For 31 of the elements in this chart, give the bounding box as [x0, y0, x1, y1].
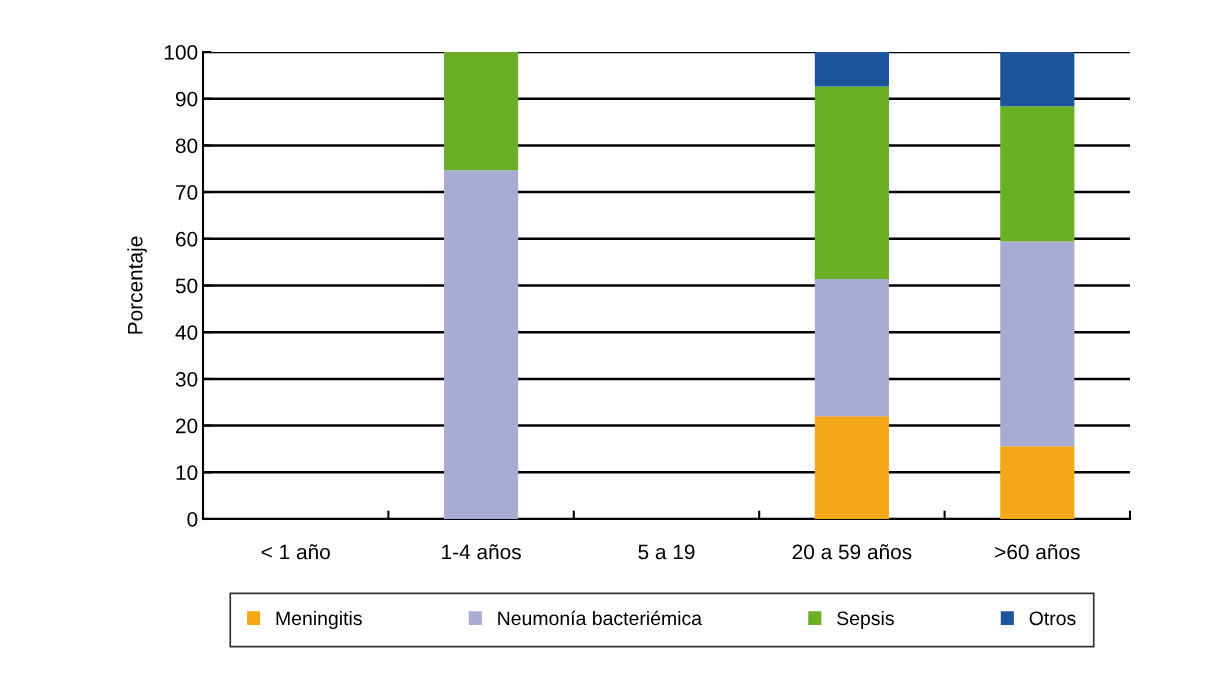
bar: [814, 278, 889, 417]
bar: [1000, 106, 1075, 242]
legend-label: Sepsis: [837, 610, 894, 630]
x-tick-label: 5 a 19: [638, 544, 695, 560]
x-tick-label: 1-4 años: [442, 544, 521, 560]
bar: [1000, 52, 1075, 107]
legend-label: Neumonía bacteriémica: [498, 610, 703, 626]
x-tick-label: >60 años: [995, 544, 1080, 560]
y-axis-title: Porcentaje: [127, 236, 147, 334]
bar: [814, 86, 889, 279]
y-tick-label: 0: [187, 512, 198, 527]
y-tick-label: 30: [175, 371, 198, 387]
y-tick-label: 50: [175, 278, 198, 294]
bar: [1000, 241, 1075, 447]
y-tick-label: 40: [175, 325, 198, 340]
y-tick-label: 10: [176, 465, 198, 481]
bar: [444, 52, 519, 171]
y-tick-label: 90: [175, 91, 198, 107]
y-tick-label: 70: [176, 185, 198, 200]
y-tick-label: 100: [164, 45, 198, 60]
bar: [814, 416, 889, 519]
bar: [814, 52, 889, 87]
y-tick-label: 60: [176, 231, 198, 247]
bar: [1000, 446, 1075, 519]
legend-label: Otros: [1029, 611, 1076, 626]
y-tick-label: 80: [175, 138, 198, 154]
x-tick-label: 20 a 59 años: [792, 544, 912, 560]
x-tick-label: < 1 año: [261, 544, 330, 560]
y-tick-label: 20: [176, 418, 198, 434]
legend-label: Meningitis: [276, 610, 362, 630]
bar: [444, 170, 519, 519]
